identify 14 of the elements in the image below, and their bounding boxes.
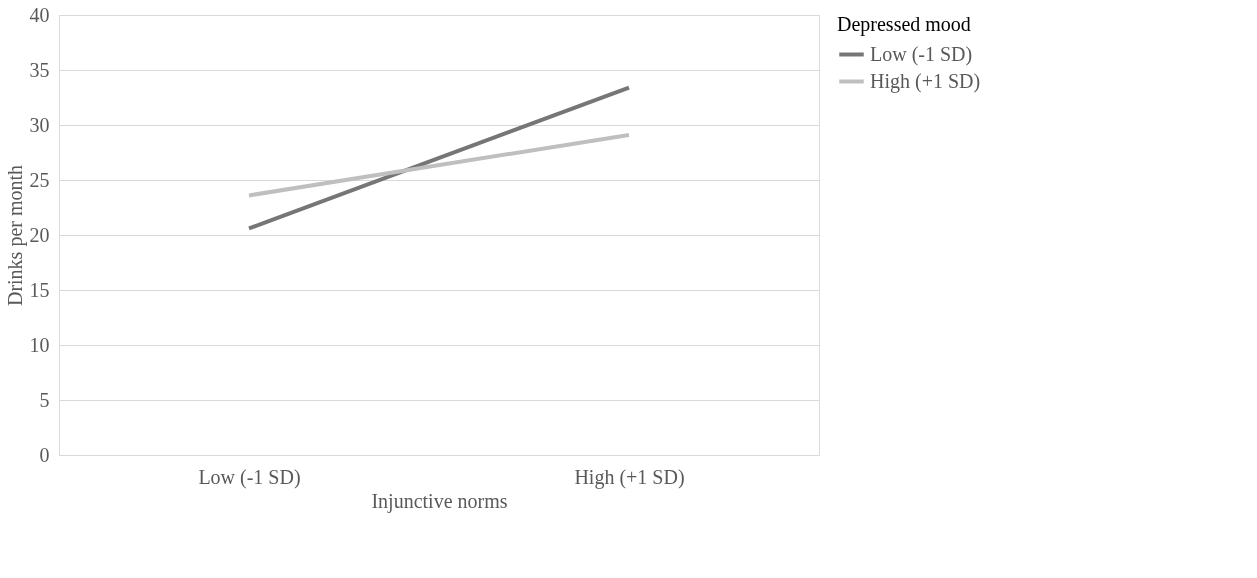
y-tick-label: 20 xyxy=(29,223,50,246)
y-tick-label: 35 xyxy=(29,58,50,81)
legend-title: Depressed mood xyxy=(837,13,971,36)
y-tick-label: 25 xyxy=(29,168,50,191)
y-tick-label: 15 xyxy=(29,278,50,301)
y-tick-label: 30 xyxy=(29,113,50,136)
y-tick-label: 10 xyxy=(29,333,50,356)
y-tick-label: 40 xyxy=(29,3,50,26)
y-axis-title: Drinks per month xyxy=(3,164,27,307)
x-axis-title: Injunctive norms xyxy=(371,489,508,513)
legend-label: Low (-1 SD) xyxy=(870,42,973,66)
legend-label: High (+1 SD) xyxy=(870,69,981,93)
y-tick-label: 5 xyxy=(39,388,50,411)
y-tick-label: 0 xyxy=(39,443,50,466)
